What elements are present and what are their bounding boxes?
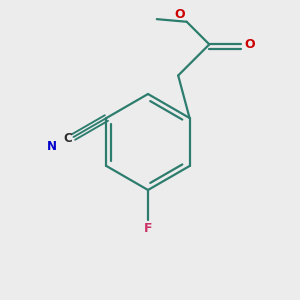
Text: O: O bbox=[174, 8, 185, 21]
Text: C: C bbox=[63, 131, 72, 145]
Text: F: F bbox=[144, 223, 152, 236]
Text: O: O bbox=[244, 38, 255, 51]
Text: N: N bbox=[47, 140, 57, 154]
